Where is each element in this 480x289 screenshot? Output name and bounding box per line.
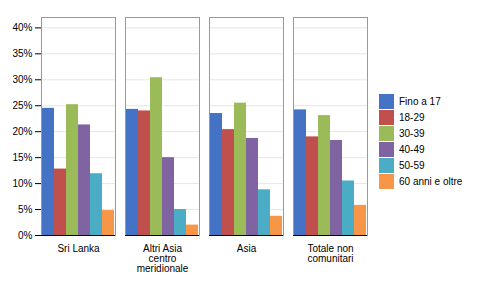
html-text:18-29: 18-29 bbox=[399, 112, 425, 123]
svg-text:Asia: Asia bbox=[237, 242, 257, 253]
html-text:60 anni e oltre: 60 anni e oltre bbox=[399, 176, 463, 187]
svg-text:35%: 35% bbox=[12, 48, 32, 59]
html-text:30-39: 30-39 bbox=[399, 128, 425, 139]
svg-text:30%: 30% bbox=[12, 73, 32, 84]
html-text:50-59: 50-59 bbox=[399, 160, 425, 171]
svg-text:Totale noncomunitari: Totale noncomunitari bbox=[307, 242, 353, 263]
svg-text:5%: 5% bbox=[18, 203, 33, 214]
html-text:Fino a 17: Fino a 17 bbox=[399, 96, 441, 107]
svg-text:40%: 40% bbox=[12, 22, 32, 33]
svg-text:Altri Asiacentromeridionale: Altri Asiacentromeridionale bbox=[137, 242, 189, 273]
svg-text:15%: 15% bbox=[12, 151, 32, 162]
html-text:40-49: 40-49 bbox=[399, 144, 425, 155]
svg-text:0%: 0% bbox=[18, 229, 33, 240]
svg-text:10%: 10% bbox=[12, 177, 32, 188]
svg-text:Sri Lanka: Sri Lanka bbox=[57, 242, 100, 253]
svg-text:25%: 25% bbox=[12, 99, 32, 110]
svg-text:20%: 20% bbox=[12, 125, 32, 136]
